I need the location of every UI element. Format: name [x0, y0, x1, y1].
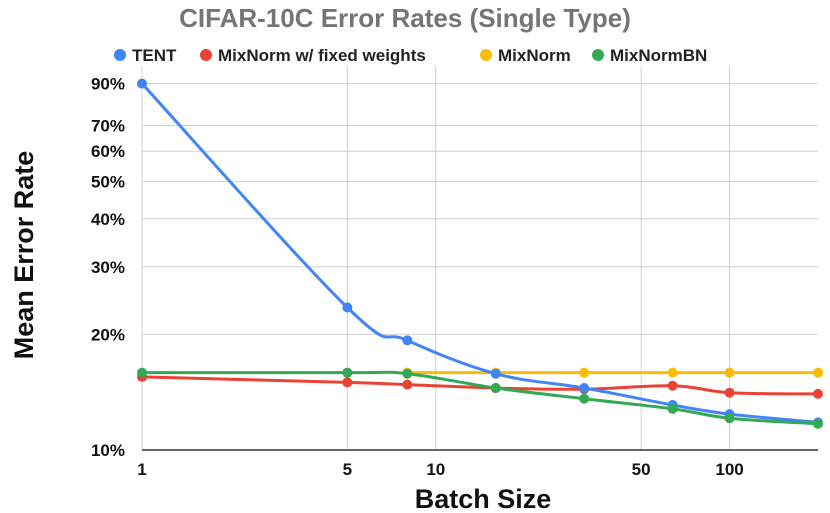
legend: TENT MixNorm w/ fixed weights MixNorm MixNo…	[114, 46, 707, 65]
data-point-mixnormbn	[813, 418, 823, 429]
legend-item-tent: TENT	[114, 46, 177, 65]
series-line-mixnormbn	[141, 370, 819, 426]
x-axis-ticks: 1 5 10 50 100	[137, 460, 743, 479]
data-point-tent	[579, 383, 590, 394]
x-axis-label: Batch Size	[415, 484, 552, 513]
data-point-mixnorm	[724, 367, 735, 378]
data-point-mixnorm-w-fixed-weights	[342, 377, 353, 388]
legend-label: MixNorm w/ fixed weights	[218, 46, 426, 65]
data-point-mixnormbn	[579, 393, 590, 404]
data-point-mixnorm-w-fixed-weights	[402, 379, 413, 390]
series-mixnorm	[402, 367, 823, 378]
legend-marker	[200, 49, 212, 61]
legend-marker	[480, 49, 492, 61]
data-point-mixnormbn	[490, 383, 501, 394]
legend-label: MixNorm	[498, 46, 571, 65]
data-point-mixnorm-w-fixed-weights	[724, 387, 735, 398]
data-point-mixnormbn	[402, 368, 413, 379]
y-tick-label: 50%	[91, 173, 125, 192]
x-tick-label: 1	[137, 460, 146, 479]
data-point-mixnormbn	[137, 367, 147, 378]
data-point-mixnorm	[813, 367, 823, 378]
legend-item-mixnorm-w-fixed-weights: MixNorm w/ fixed weights	[200, 46, 426, 65]
data-point-tent	[137, 78, 147, 89]
data-point-mixnorm	[579, 367, 590, 378]
legend-marker	[114, 49, 126, 61]
data-point-tent	[342, 302, 353, 313]
legend-label: MixNormBN	[610, 46, 707, 65]
x-tick-label: 50	[632, 460, 651, 479]
y-tick-label: 70%	[91, 116, 125, 135]
data-point-mixnormbn	[724, 413, 735, 424]
y-tick-label: 40%	[91, 210, 125, 229]
y-tick-label: 60%	[91, 142, 125, 161]
data-point-mixnorm-w-fixed-weights	[667, 380, 678, 391]
series-tent	[137, 78, 823, 428]
series-line-mixnorm-w-fixed-weights	[141, 375, 819, 396]
legend-marker	[592, 49, 604, 61]
series-mixnormbn	[137, 367, 823, 429]
gridlines	[141, 66, 818, 451]
y-axis-label: Mean Error Rate	[9, 151, 39, 360]
y-tick-label: 30%	[91, 258, 125, 277]
x-tick-label: 10	[426, 460, 445, 479]
legend-label: TENT	[132, 46, 177, 65]
x-tick-label: 5	[343, 460, 352, 479]
y-axis-ticks: 10% 20% 30% 40% 50% 60% 70% 90%	[91, 75, 125, 460]
data-point-mixnormbn	[342, 367, 353, 378]
legend-item-mixnormbn: MixNormBN	[592, 46, 707, 65]
data-point-mixnormbn	[667, 403, 678, 414]
data-point-mixnorm	[667, 367, 678, 378]
y-tick-label: 20%	[91, 325, 125, 344]
data-point-mixnorm-w-fixed-weights	[813, 388, 823, 399]
legend-item-mixnorm: MixNorm	[480, 46, 571, 65]
y-tick-label: 90%	[91, 75, 125, 94]
data-point-tent	[402, 335, 413, 346]
y-tick-label: 10%	[91, 441, 125, 460]
series-layer	[137, 78, 823, 429]
data-point-tent	[490, 368, 501, 379]
x-tick-label: 100	[715, 460, 743, 479]
chart-title: CIFAR-10C Error Rates (Single Type)	[179, 3, 631, 33]
